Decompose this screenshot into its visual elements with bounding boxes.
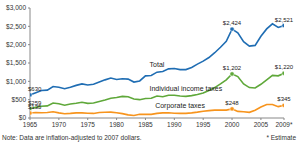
svg-text:$1,220: $1,220 (275, 64, 292, 70)
svg-text:2000: 2000 (225, 121, 240, 128)
svg-text:1980: 1980 (109, 121, 124, 128)
svg-text:$135: $135 (28, 104, 42, 110)
svg-text:Total: Total (150, 61, 165, 68)
svg-text:1970: 1970 (52, 121, 67, 128)
svg-text:$1,202: $1,202 (223, 65, 242, 71)
svg-text:$0: $0 (19, 114, 27, 121)
svg-text:$2,424: $2,424 (223, 20, 242, 26)
svg-text:1995: 1995 (196, 121, 211, 128)
svg-text:$3,000: $3,000 (8, 4, 26, 11)
svg-text:$630: $630 (28, 86, 42, 92)
svg-text:$2,521: $2,521 (275, 17, 292, 23)
svg-text:$248: $248 (225, 100, 239, 106)
svg-text:$2,500: $2,500 (8, 23, 26, 30)
svg-text:$1,000: $1,000 (8, 78, 26, 85)
svg-text:2005: 2005 (254, 121, 269, 128)
html-text:Note: Data are inflation-adjus: Note: Data are inflation-adjusted to 200… (2, 134, 142, 141)
html-text:* Estimate: * Estimate (266, 134, 296, 141)
svg-text:1965: 1965 (23, 121, 38, 128)
svg-text:1990: 1990 (167, 121, 182, 128)
svg-text:$259: $259 (28, 99, 42, 106)
svg-text:$500: $500 (12, 96, 27, 103)
svg-text:$1,500: $1,500 (8, 59, 26, 66)
svg-text:$345: $345 (277, 96, 291, 102)
svg-text:Individual income taxes: Individual income taxes (149, 85, 222, 92)
svg-text:1985: 1985 (138, 121, 153, 128)
svg-text:Corporate taxes: Corporate taxes (155, 102, 205, 110)
svg-text:1975: 1975 (80, 121, 95, 128)
svg-text:$2,000: $2,000 (8, 41, 26, 48)
svg-text:2009*: 2009* (276, 121, 293, 128)
